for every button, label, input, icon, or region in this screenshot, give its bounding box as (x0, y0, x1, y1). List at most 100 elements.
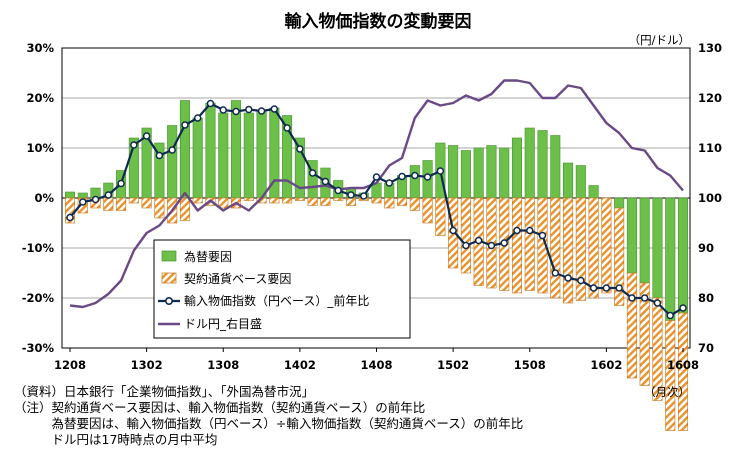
axis-labels: 30% 20% 10% 0% -10% -20% -30% 130 120 110 100 90 80 7… (22, 41, 722, 372)
legend-swatch-fx (161, 250, 177, 262)
bar-contract (677, 312, 689, 431)
bar-fx (563, 162, 574, 199)
marker-import-price (359, 192, 368, 200)
x-axis-unit: （月次） (644, 385, 690, 399)
marker-import-price (296, 145, 304, 153)
legend-label-fx: 為替要因 (184, 250, 232, 264)
left-tick-label: -20% (22, 291, 55, 305)
bar-fx (626, 197, 637, 274)
marker-import-price (449, 226, 457, 235)
note-line: （注）契約通貨ベース要因は、輸入物価指数（契約通貨ベース）の前年比 (14, 400, 426, 415)
marker-import-price (79, 198, 87, 206)
marker-import-price (219, 106, 227, 114)
right-tick-label: 100 (698, 191, 722, 205)
marker-import-price (602, 284, 611, 292)
bar-contract (550, 197, 561, 299)
x-tick-label: 1308 (207, 358, 239, 372)
marker-import-price (577, 276, 585, 285)
bar-fx (77, 192, 88, 199)
x-tick-label: 1508 (514, 358, 546, 372)
marker-import-price (321, 177, 330, 186)
marker-import-price (91, 195, 100, 204)
marker-import-price (155, 151, 164, 160)
bar-contract (435, 197, 446, 236)
right-tick-label: 130 (698, 41, 722, 55)
bar-fx (460, 150, 471, 199)
bar-contract (665, 320, 676, 431)
bar-contract (154, 197, 165, 219)
bar-contract (103, 197, 114, 211)
note-line: 為替要因は、輸入物価指数（円ベース）÷輸入物価指数（契約通貨ベース）の前年比 (14, 416, 524, 431)
bar-contract (345, 197, 356, 206)
left-tick-label: 30% (26, 41, 54, 55)
bar-fx (499, 147, 510, 199)
right-tick-label: 90 (698, 241, 714, 255)
marker-import-price (130, 141, 138, 149)
marker-import-price (500, 239, 508, 247)
bar-contract (422, 197, 433, 224)
bar-fx (614, 197, 625, 209)
bar-contract (575, 197, 586, 301)
legend-swatch-contract (161, 272, 177, 284)
bar-fx (537, 130, 548, 199)
left-tick-label: -30% (22, 341, 55, 355)
marker-import-price (589, 284, 598, 292)
line-series (66, 79, 687, 320)
bar-contract (537, 197, 548, 294)
marker-import-price (232, 107, 240, 116)
marker-import-price (347, 191, 355, 199)
marker-import-price (142, 132, 151, 140)
bar-contract (384, 197, 395, 209)
marker-import-price (104, 191, 113, 199)
bar-fx (448, 145, 459, 199)
bar-fx (677, 197, 689, 314)
marker-import-price (564, 274, 572, 282)
marker-import-price (526, 226, 534, 235)
marker-import-price (270, 105, 279, 113)
marker-import-price (423, 173, 432, 181)
marker-import-price (538, 231, 547, 240)
marker-import-price (168, 146, 176, 154)
marker-import-price (206, 99, 215, 108)
marker-import-price (679, 304, 687, 312)
x-tick-label: 1608 (667, 358, 699, 372)
marker-import-price (66, 213, 74, 222)
marker-import-price (385, 179, 394, 187)
bar-contract (460, 197, 471, 274)
right-tick-label: 80 (698, 291, 714, 305)
bar-contract (141, 197, 152, 209)
bar-contract (409, 197, 420, 211)
bar-fx (409, 165, 420, 199)
marker-import-price (245, 105, 253, 114)
marker-import-price (615, 284, 623, 292)
bar-contract (639, 282, 650, 386)
bar-contract (307, 197, 318, 206)
bar-contract (116, 197, 127, 211)
bar-contract (511, 197, 523, 294)
marker-import-price (257, 107, 266, 115)
bar-contract (652, 297, 663, 401)
bar-contract (282, 197, 293, 204)
bar-fx (167, 125, 178, 199)
marker-import-price (640, 294, 649, 302)
x-tick-label: 1408 (360, 358, 392, 372)
bar-fx (588, 185, 599, 199)
marker-import-price (474, 236, 483, 245)
marker-import-price (308, 169, 317, 177)
bar-fx (511, 137, 523, 199)
legend-box (153, 239, 411, 339)
bar-fx (486, 145, 497, 199)
marker-import-price (411, 171, 419, 180)
bar-contract (588, 197, 599, 299)
marker-import-price (653, 299, 662, 307)
right-tick-label: 110 (698, 141, 722, 155)
marker-import-price (372, 173, 381, 181)
bar-contract (524, 197, 535, 291)
marker-import-price (487, 241, 496, 250)
bar-fx (665, 197, 676, 321)
x-tick-label: 1402 (284, 358, 316, 372)
marker-import-price (551, 269, 560, 277)
marker-import-price (117, 179, 125, 188)
legend-label-usdjpy: ドル円_右目盛 (184, 316, 262, 331)
bar-contract (192, 197, 203, 204)
